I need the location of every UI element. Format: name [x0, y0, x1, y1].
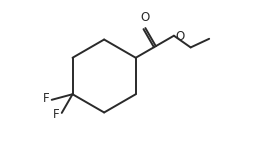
Text: F: F [43, 92, 50, 105]
Text: O: O [141, 11, 150, 24]
Text: F: F [53, 108, 60, 121]
Text: O: O [176, 30, 185, 43]
